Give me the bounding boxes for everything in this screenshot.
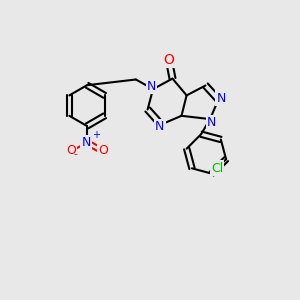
Text: -: - (74, 148, 77, 159)
Text: O: O (66, 143, 76, 157)
Text: N: N (147, 80, 156, 93)
Text: N: N (207, 116, 216, 129)
Text: +: + (92, 130, 101, 140)
Text: N: N (81, 136, 91, 149)
Text: O: O (98, 143, 108, 157)
Text: Cl: Cl (211, 162, 223, 175)
Text: N: N (217, 92, 226, 105)
Text: N: N (155, 120, 164, 134)
Text: O: O (164, 53, 174, 67)
